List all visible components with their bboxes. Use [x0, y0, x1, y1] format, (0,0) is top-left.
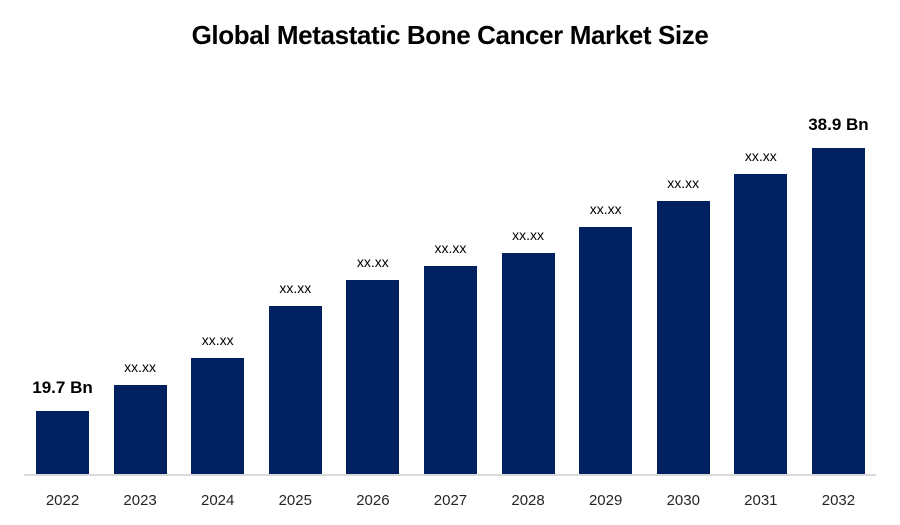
x-tick-label-2025: 2025 [278, 492, 312, 509]
x-tick-label-2030: 2030 [666, 492, 700, 509]
plot-area: 19.7 Bn xx.xx xx.xx xx.xx xx.xx xx.xx xx.xx xx.… [32, 116, 869, 474]
value-label-2025: xx.xx [279, 279, 312, 296]
value-label-2023: xx.xx [124, 358, 157, 375]
x-axis-line [24, 474, 876, 476]
value-label-2030: xx.xx [667, 174, 700, 191]
bar-2024 [191, 358, 245, 474]
bar-column-2024: xx.xx [191, 331, 245, 474]
x-tick-label-2029: 2029 [588, 492, 623, 509]
x-tick-label-2032: 2032 [821, 492, 856, 509]
x-tick-label-2028: 2028 [511, 492, 545, 509]
bar-2032 [811, 148, 865, 474]
value-label-2028: xx.xx [512, 226, 544, 243]
bar-column-2023: xx.xx [113, 358, 167, 474]
bar-2027 [423, 266, 477, 474]
bar-column-2029: xx.xx [579, 200, 633, 474]
bar-2029 [579, 227, 633, 474]
x-axis-tick-labels: 2022 2023 2024 2025 2026 2027 2028 2029 2030 2031… [36, 492, 865, 509]
value-label-2026: xx.xx [356, 253, 389, 270]
value-label-2032: 38.9 Bn [808, 115, 869, 135]
bar-2022 [36, 411, 89, 474]
bar-2026 [346, 280, 400, 474]
bar-column-2025: xx.xx [268, 279, 322, 474]
value-label-2022: 19.7 Bn [32, 378, 93, 398]
chart-title: Global Metastatic Bone Cancer Market Siz… [191, 20, 709, 50]
bar-2028 [501, 253, 555, 474]
bar-column-2032: 38.9 Bn [808, 116, 869, 474]
bar-column-2027: xx.xx [423, 239, 477, 474]
x-tick-label-2027: 2027 [433, 492, 468, 509]
bar-2025 [268, 306, 322, 474]
x-tick-label-2024: 2024 [201, 492, 235, 509]
bar-2030 [656, 201, 710, 474]
value-label-2029: xx.xx [589, 200, 622, 217]
value-label-2027: xx.xx [434, 239, 467, 256]
bar-column-2028: xx.xx [501, 226, 555, 474]
bar-column-2030: xx.xx [656, 174, 710, 474]
bar-column-2026: xx.xx [346, 253, 400, 474]
x-tick-label-2026: 2026 [356, 492, 390, 509]
value-label-2031: xx.xx [744, 147, 777, 164]
value-label-2024: xx.xx [201, 331, 234, 348]
x-tick-label-2023: 2023 [123, 492, 157, 509]
bar-2031 [734, 174, 788, 474]
bar-2023 [113, 385, 167, 474]
bar-column-2031: xx.xx [734, 147, 788, 474]
x-tick-label-2031: 2031 [744, 492, 778, 509]
x-tick-label-2022: 2022 [45, 492, 80, 509]
bar-column-2022: 19.7 Bn [32, 379, 93, 474]
